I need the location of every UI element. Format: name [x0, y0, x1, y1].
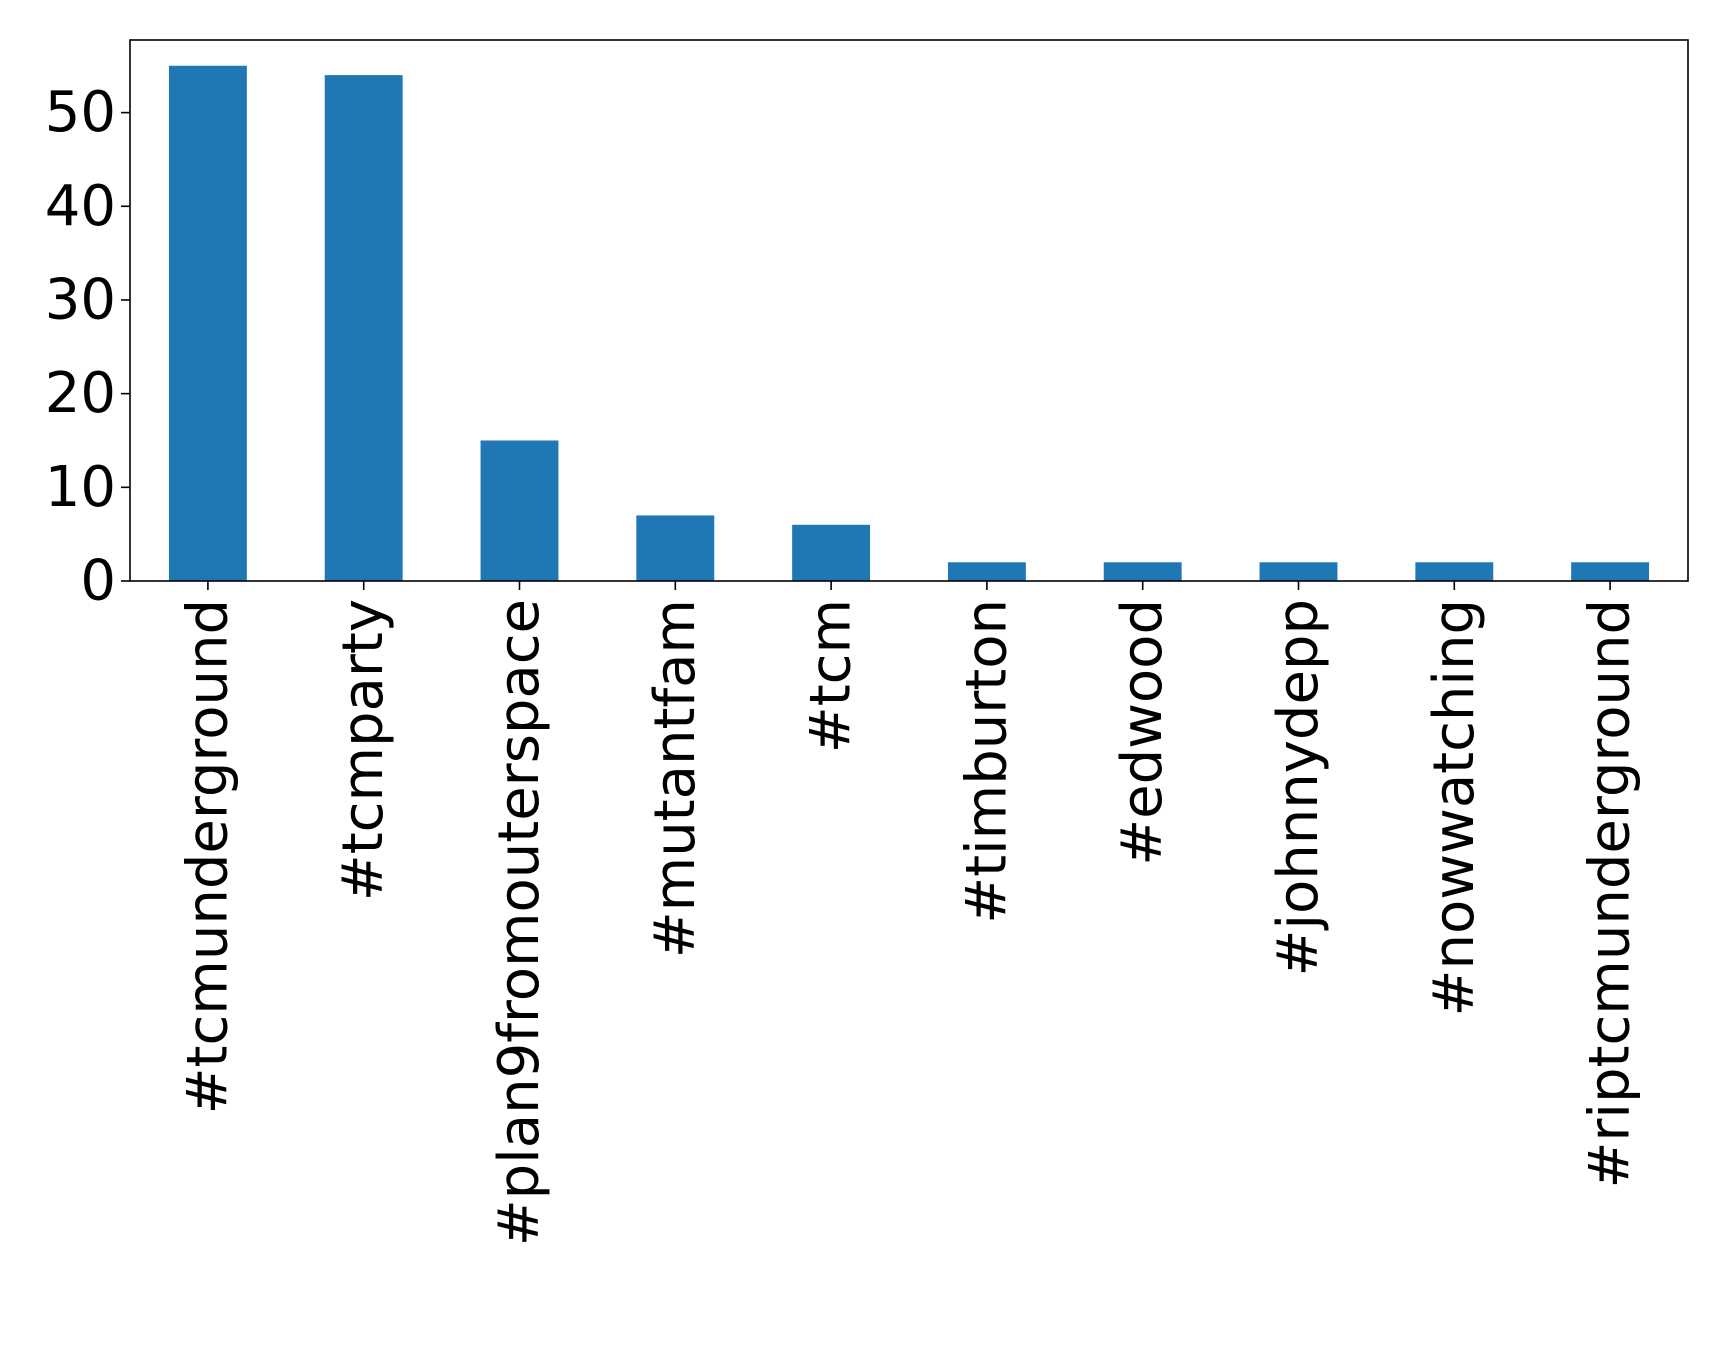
bar [947, 562, 1026, 581]
x-tick-label: #mutantfam [643, 599, 708, 958]
x-tick-label: #riptcmunderground [1578, 599, 1643, 1189]
y-tick-label: 30 [45, 267, 116, 332]
bar [1103, 562, 1182, 581]
y-axis: 0 10 20 30 40 50 [45, 80, 130, 614]
y-tick-label: 0 [80, 549, 116, 614]
x-tick-label: #plan9fromouterspace [487, 599, 552, 1246]
bar [636, 515, 715, 581]
y-tick-label: 40 [45, 174, 116, 239]
bar [1571, 562, 1650, 581]
bar [1415, 562, 1494, 581]
bar [480, 440, 559, 581]
bar [324, 75, 403, 581]
x-tick-label: #nowwatching [1422, 599, 1487, 1016]
x-tick-label: #johnnydepp [1266, 599, 1331, 976]
x-tick-label: #tcmunderground [175, 599, 240, 1114]
y-tick-label: 10 [45, 455, 116, 520]
plot-frame [129, 39, 1689, 582]
x-axis: #tcmunderground #tcmparty #plan9fromouters… [175, 581, 1643, 1246]
x-tick-label: #timburton [954, 599, 1019, 924]
bar [792, 524, 871, 581]
bar [1259, 562, 1338, 581]
x-tick-label: #edwood [1110, 599, 1175, 866]
x-tick-label: #tcm [799, 599, 864, 753]
bars [168, 65, 1650, 581]
y-tick-label: 20 [45, 361, 116, 426]
y-tick-label: 50 [45, 80, 116, 145]
x-tick-label: #tcmparty [331, 599, 396, 901]
bar [168, 65, 247, 581]
